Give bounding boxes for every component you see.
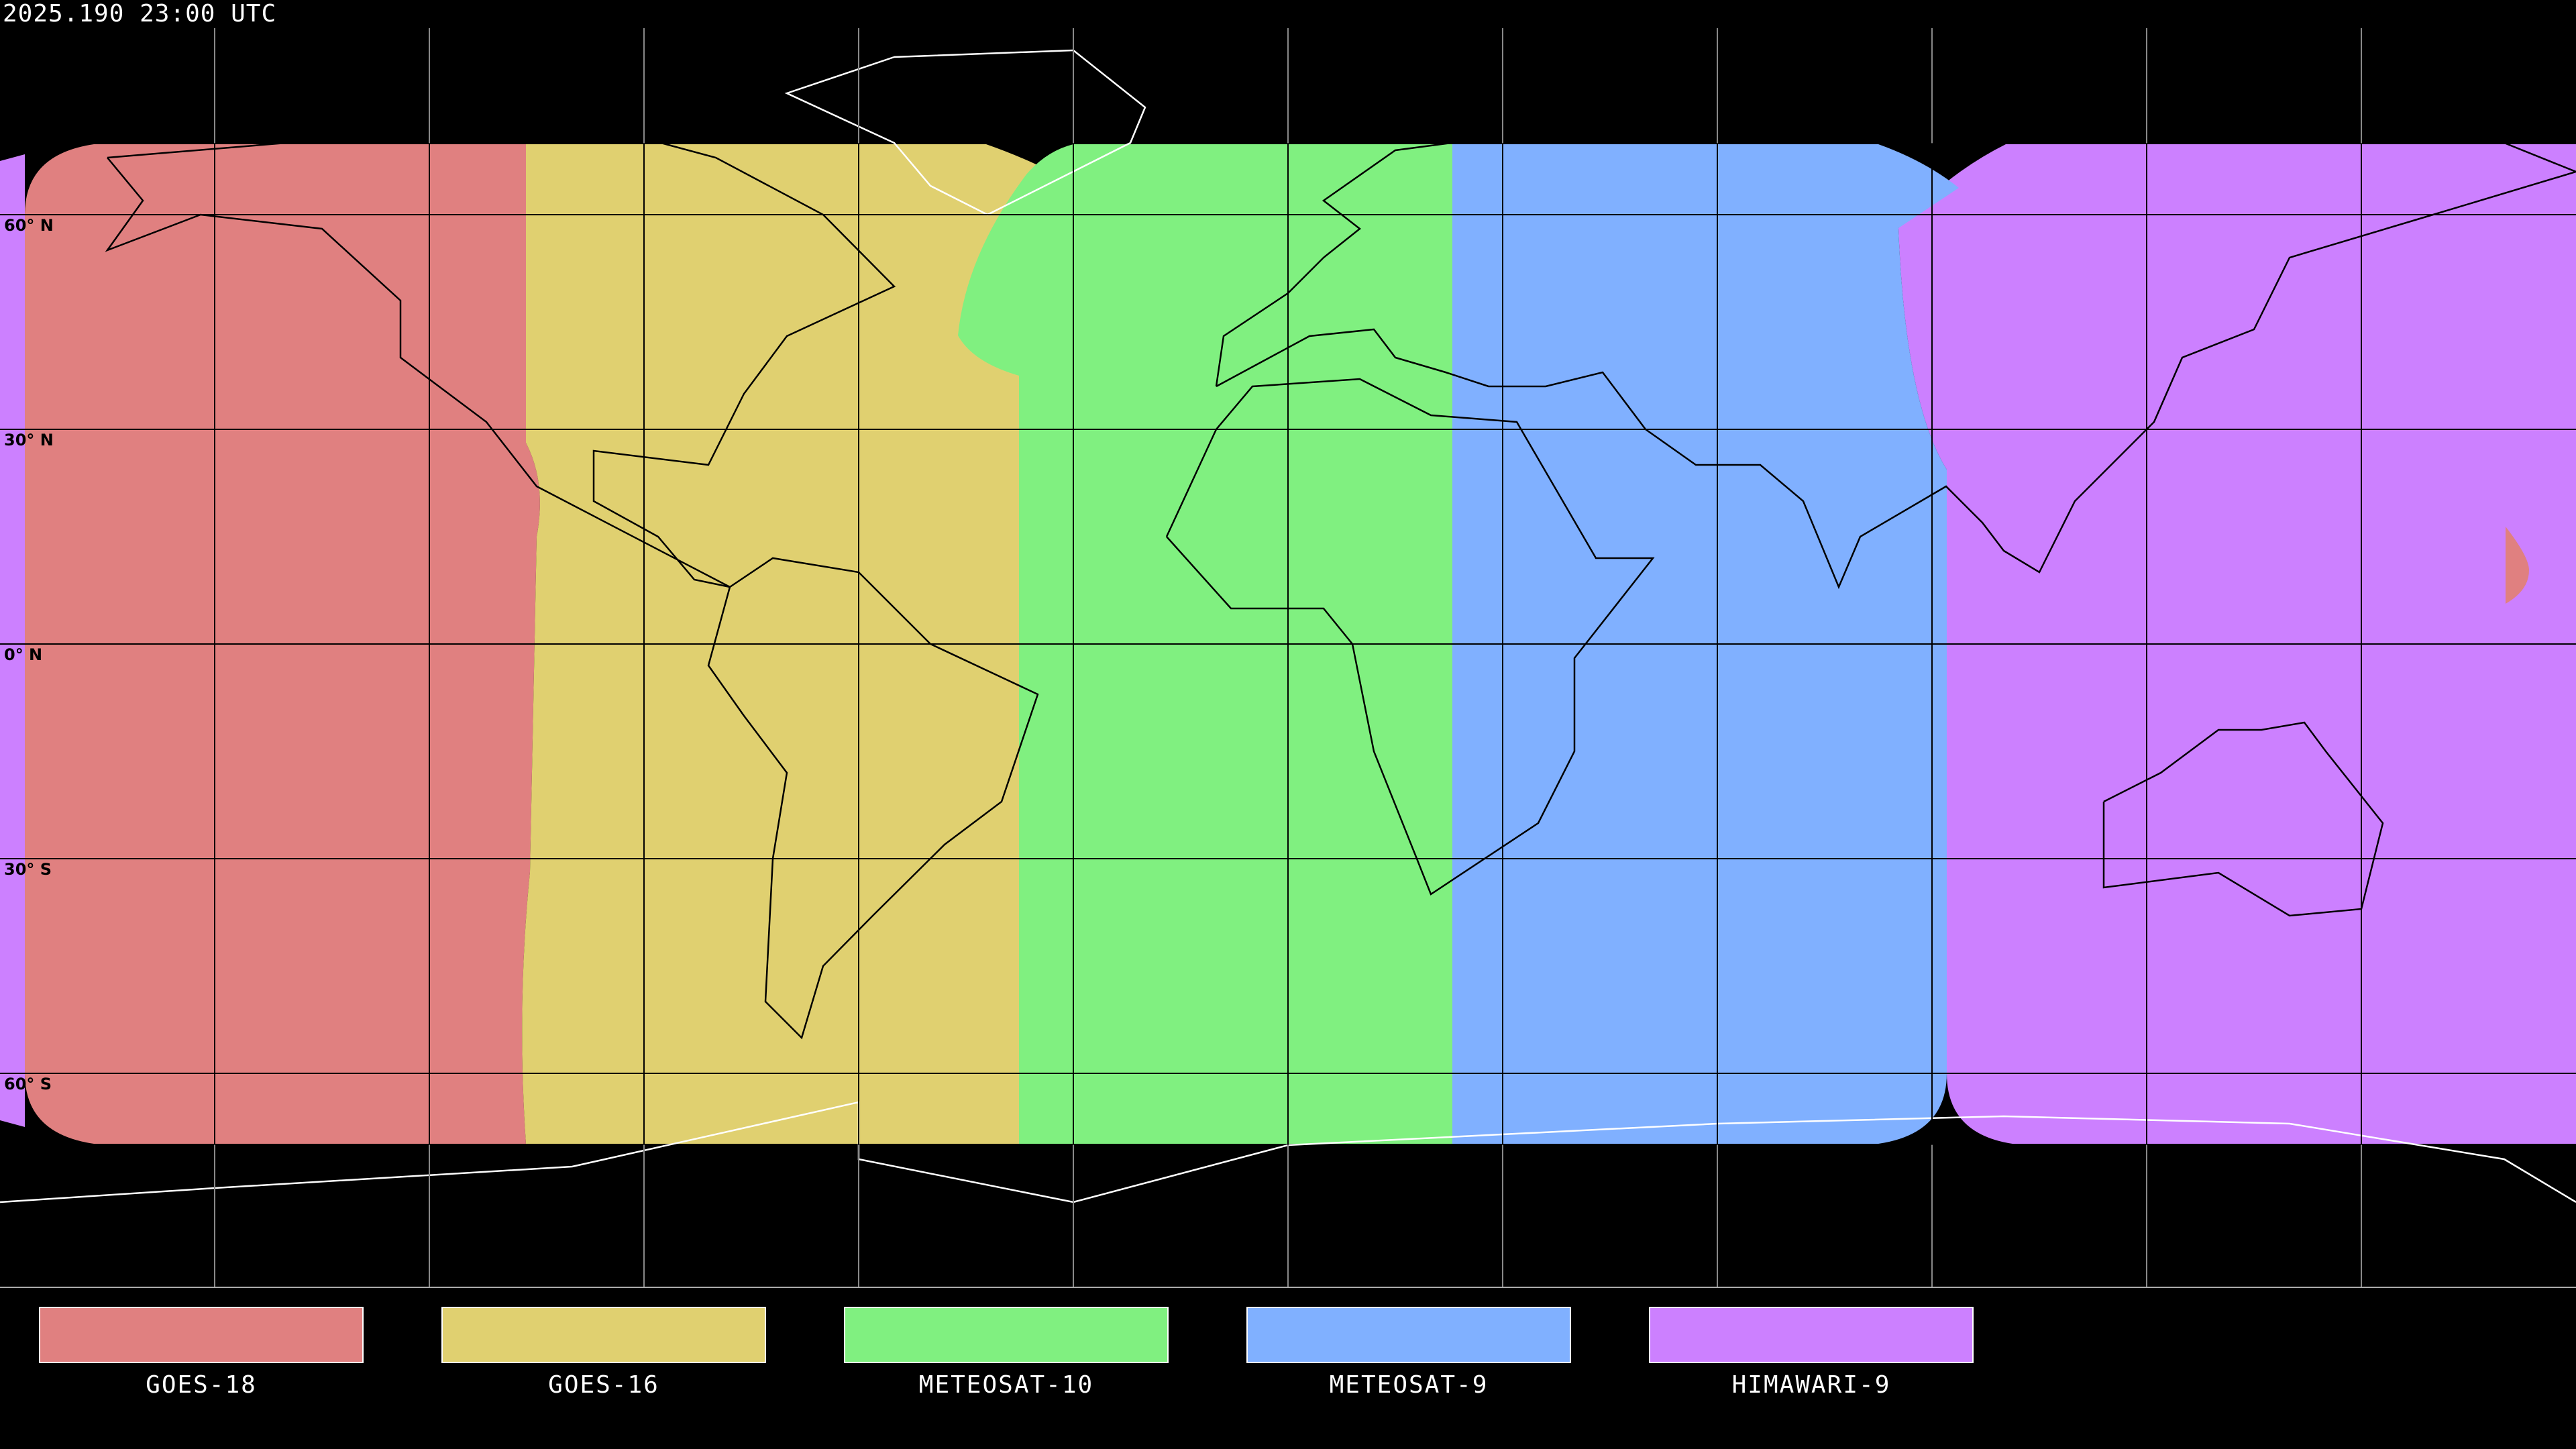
lat-label-60n: 60° N: [4, 216, 54, 235]
legend-item-goes-18: GOES-18: [39, 1307, 364, 1399]
lat-label-30s: 30° S: [4, 860, 52, 879]
lat-label-30n: 30° N: [4, 431, 54, 449]
coastline: [707, 557, 1039, 1040]
coverage-artifact: [2506, 527, 2529, 604]
legend-swatch: [441, 1307, 766, 1363]
legend-label: GOES-18: [146, 1371, 257, 1399]
coastline: [0, 1101, 2576, 1203]
lat-label-60s: 60° S: [4, 1075, 52, 1093]
timestamp: 2025.190 23:00 UTC: [3, 0, 277, 28]
legend-label: GOES-16: [548, 1371, 659, 1399]
legend-item-himawari-9: HIMAWARI-9: [1649, 1307, 1974, 1399]
legend-label: METEOSAT-10: [918, 1371, 1094, 1399]
legend-swatch: [844, 1307, 1169, 1363]
coastline: [1215, 92, 2576, 590]
legend-label: METEOSAT-9: [1329, 1371, 1489, 1399]
lat-label-0: 0° N: [4, 645, 43, 664]
coverage-map: [0, 28, 2576, 1287]
legend-item-meteosat-9: METEOSAT-9: [1246, 1307, 1571, 1399]
coastline: [2102, 721, 2384, 917]
legend-item-goes-16: GOES-16: [441, 1307, 766, 1399]
legend-label: HIMAWARI-9: [1731, 1371, 1891, 1399]
coverage-region-himawari-9-wrap: [0, 154, 25, 1127]
legend-swatch: [1246, 1307, 1571, 1363]
coastline: [1165, 378, 1655, 896]
coastline: [105, 127, 896, 588]
legend-item-meteosat-10: METEOSAT-10: [844, 1307, 1169, 1399]
legend-swatch: [39, 1307, 364, 1363]
legend-swatch: [1649, 1307, 1974, 1363]
map-border: [0, 1287, 2576, 1288]
